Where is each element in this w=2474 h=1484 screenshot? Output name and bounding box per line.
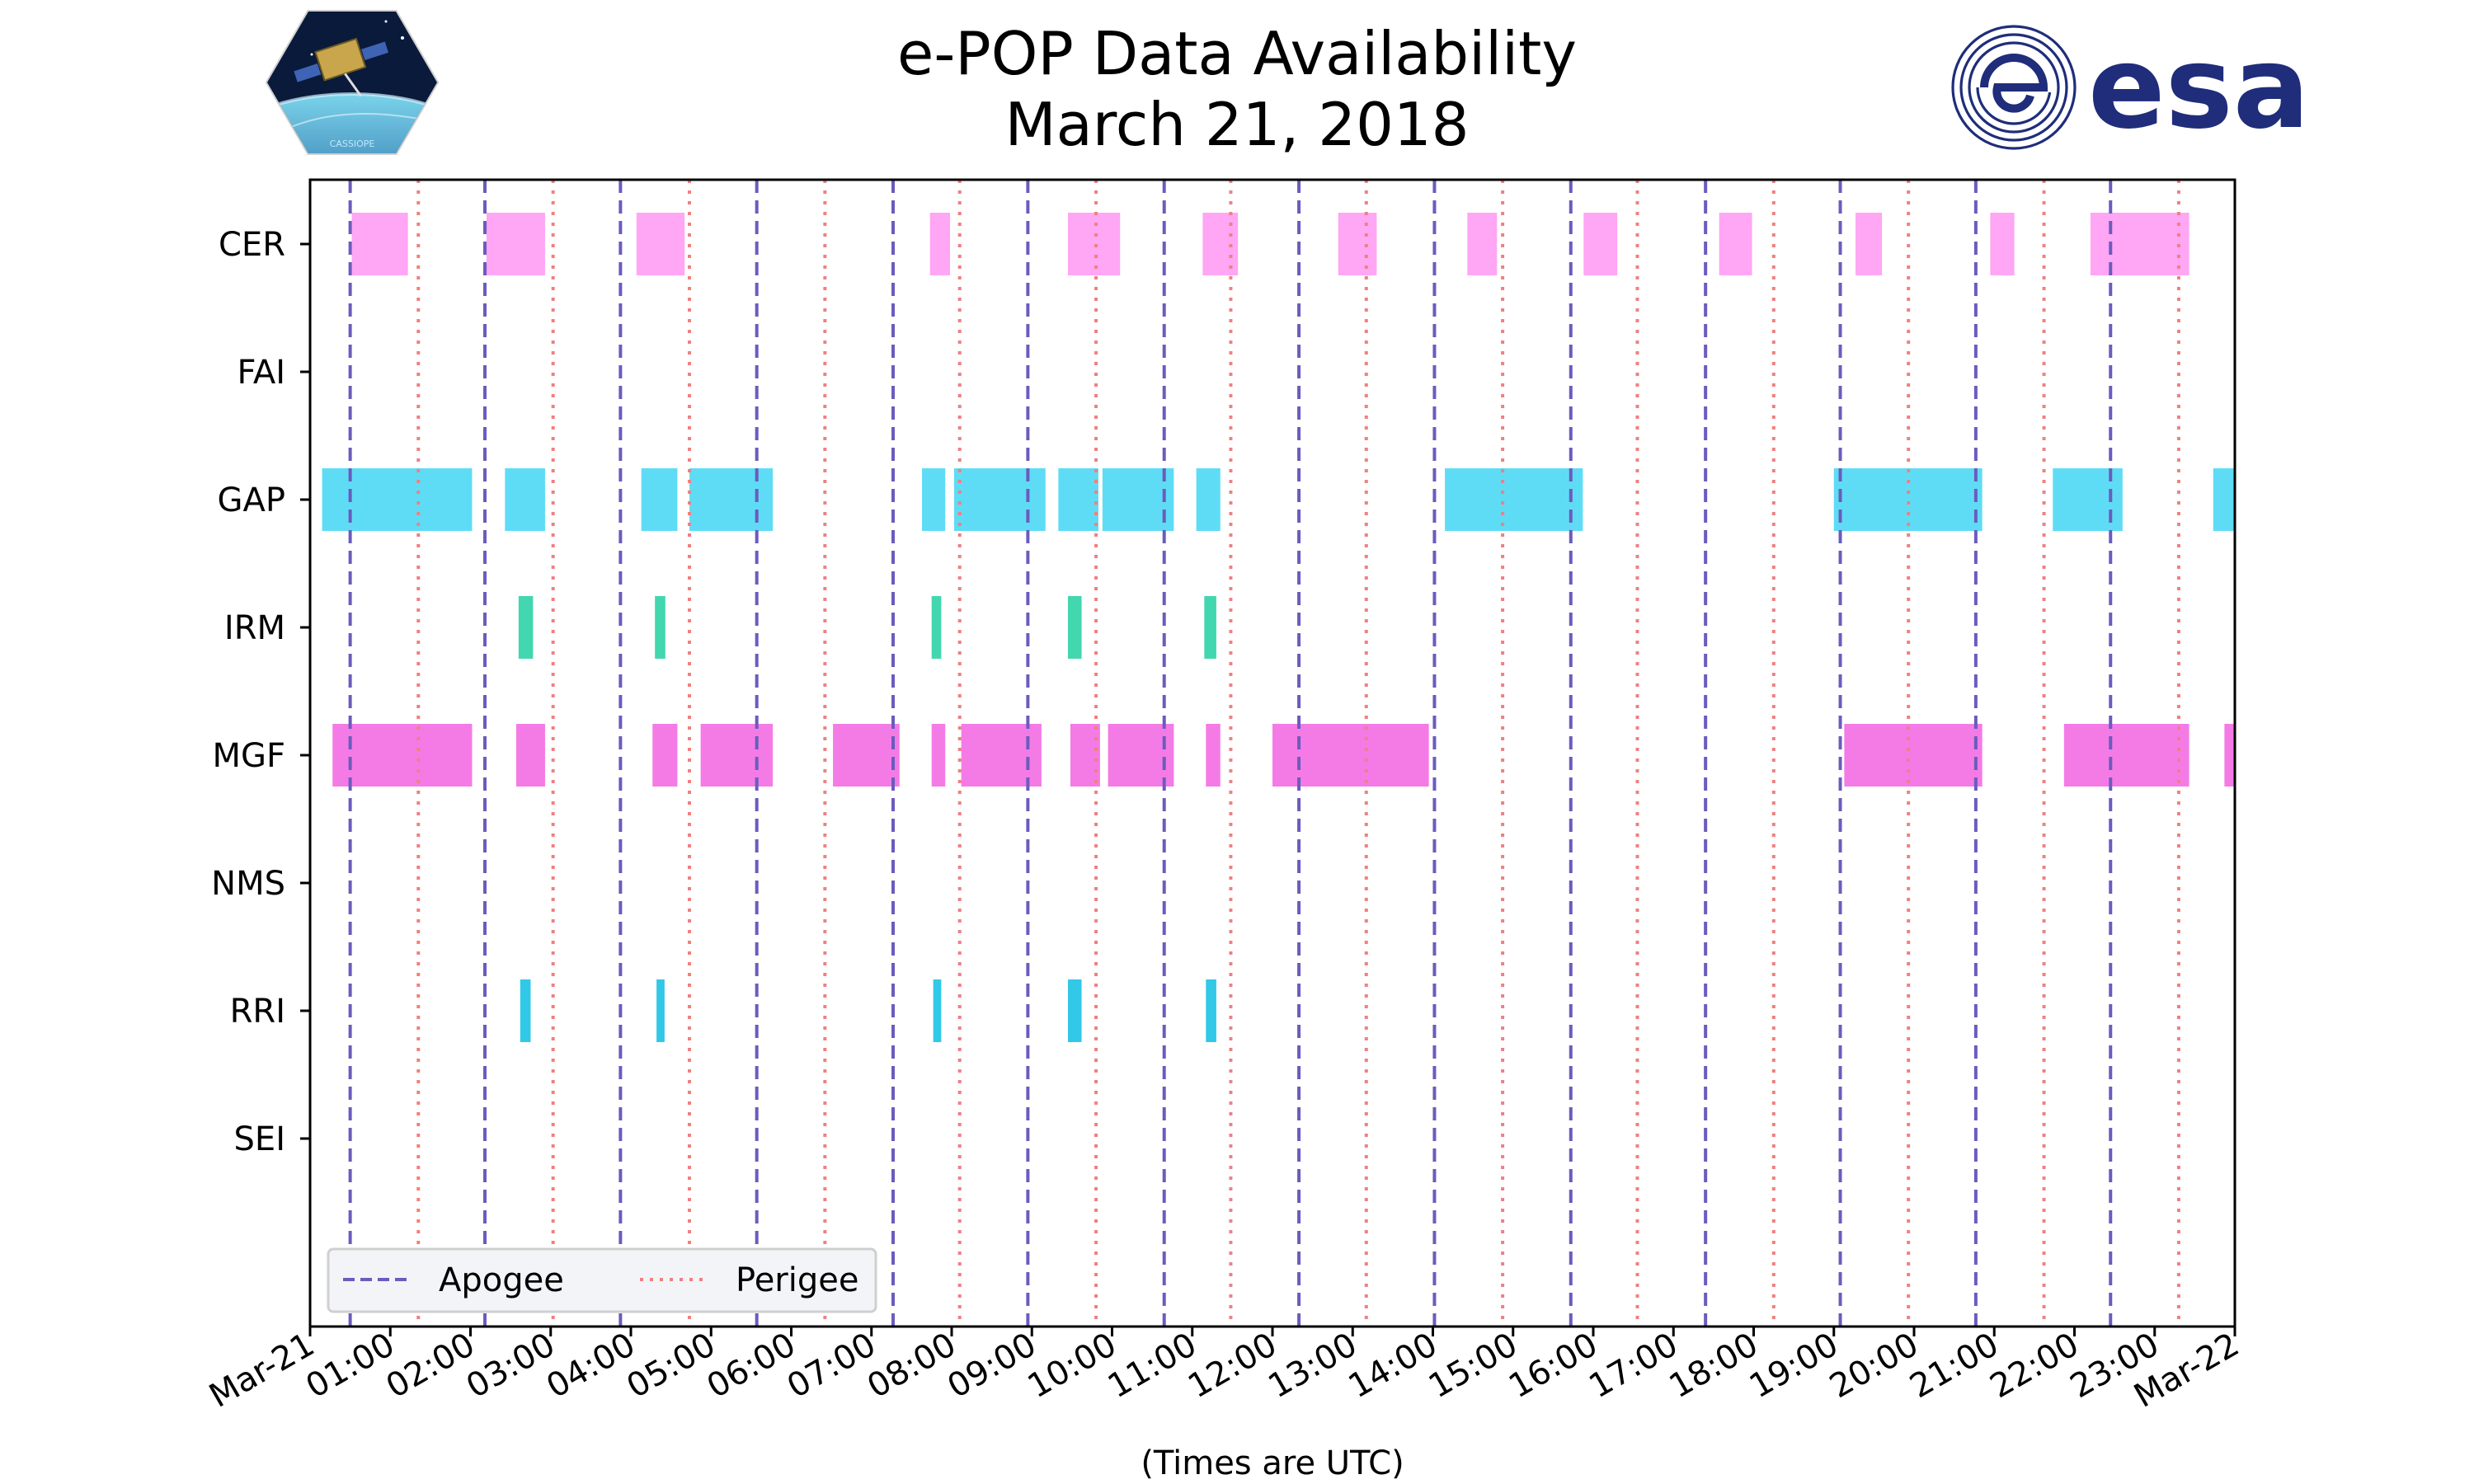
x-tick-label-17: 17:00	[1583, 1326, 1684, 1406]
bar-irm-4	[1204, 596, 1216, 659]
y-tick-label-cer: CER	[219, 226, 285, 264]
bar-mgf-8	[1108, 724, 1174, 787]
bar-mgf-2	[652, 724, 678, 787]
bar-gap-3	[689, 468, 774, 531]
x-tick-label-5: 05:00	[620, 1326, 722, 1406]
bar-mgf-1	[515, 724, 545, 787]
bar-cer-9	[1719, 213, 1752, 275]
x-tick-label-12: 12:00	[1182, 1326, 1283, 1406]
bar-irm-2	[931, 596, 942, 659]
x-tick-label-22: 22:00	[1984, 1326, 2086, 1406]
bar-mgf-9	[1206, 724, 1221, 787]
bar-gap-12	[2213, 468, 2235, 531]
x-tick-label-4: 04:00	[540, 1326, 642, 1406]
bar-cer-5	[1202, 213, 1239, 275]
bar-mgf-6	[961, 724, 1042, 787]
x-tick-label-14: 14:00	[1343, 1326, 1444, 1406]
bar-gap-4	[922, 468, 946, 531]
bar-rri-2	[933, 979, 942, 1042]
bar-cer-7	[1467, 213, 1498, 275]
apogee-legend-label: Apogee	[439, 1261, 564, 1299]
chart-subtitle: March 21, 2018	[1004, 90, 1470, 159]
x-tick-label-21: 21:00	[1903, 1326, 2005, 1406]
svg-text:esa: esa	[2088, 21, 2310, 153]
bar-cer-3	[929, 213, 951, 275]
y-tick-label-rri: RRI	[230, 993, 285, 1031]
esa-logo: esa	[1948, 21, 2311, 154]
bar-gap-2	[641, 468, 678, 531]
x-tick-label-1: 01:00	[299, 1326, 401, 1406]
x-tick-label-19: 19:00	[1743, 1326, 1845, 1406]
bar-cer-6	[1338, 213, 1377, 275]
x-tick-label-20: 20:00	[1823, 1326, 1925, 1406]
bar-cer-12	[2090, 213, 2189, 275]
bar-mgf-12	[2063, 724, 2189, 787]
y-tick-label-gap: GAP	[218, 481, 285, 519]
bar-irm-0	[518, 596, 534, 659]
bars-layer	[322, 213, 2235, 1042]
bar-irm-1	[655, 596, 666, 659]
bar-gap-10	[1833, 468, 1982, 531]
bar-cer-4	[1068, 213, 1121, 275]
bar-gap-8	[1196, 468, 1221, 531]
svg-text:CASSIOPE: CASSIOPE	[330, 139, 375, 149]
bar-gap-7	[1102, 468, 1174, 531]
bar-rri-1	[656, 979, 665, 1042]
y-tick-label-mgf: MGF	[212, 737, 285, 775]
x-tick-label-15: 15:00	[1423, 1326, 1524, 1406]
bar-rri-0	[520, 979, 531, 1042]
bar-cer-10	[1856, 213, 1883, 275]
legend-box	[327, 1247, 877, 1313]
bar-mgf-0	[332, 724, 473, 787]
x-tick-label-16: 16:00	[1503, 1326, 1604, 1406]
bar-rri-4	[1206, 979, 1216, 1042]
bar-gap-1	[505, 468, 545, 531]
perigee-legend-label: Perigee	[736, 1261, 858, 1299]
bar-cer-1	[486, 213, 545, 275]
x-tick-label-11: 11:00	[1102, 1326, 1203, 1406]
x-tick-label-6: 06:00	[701, 1326, 802, 1406]
bar-gap-5	[953, 468, 1046, 531]
bar-cer-0	[351, 213, 408, 275]
x-axis: Mar-2101:0002:0003:0004:0005:0006:0007:0…	[203, 1326, 2246, 1416]
y-tick-label-nms: NMS	[211, 865, 285, 903]
legend: Apogee Perigee	[327, 1247, 877, 1313]
y-tick-label-irm: IRM	[224, 609, 285, 647]
bar-gap-9	[1445, 468, 1583, 531]
bar-mgf-3	[700, 724, 774, 787]
x-tick-label-3: 03:00	[460, 1326, 562, 1406]
bar-cer-8	[1583, 213, 1618, 275]
bar-mgf-10	[1272, 724, 1429, 787]
lines-layer	[348, 180, 2180, 1327]
bar-gap-6	[1058, 468, 1098, 531]
bar-irm-3	[1068, 596, 1082, 659]
bar-cer-11	[1990, 213, 2015, 275]
bar-cer-2	[636, 213, 685, 275]
bar-mgf-4	[833, 724, 900, 787]
x-tick-label-10: 10:00	[1022, 1326, 1123, 1406]
x-tick-label-9: 09:00	[941, 1326, 1042, 1406]
x-tick-label-8: 08:00	[861, 1326, 962, 1406]
y-tick-label-fai: FAI	[238, 354, 286, 392]
x-tick-label-7: 07:00	[781, 1326, 882, 1406]
bar-mgf-11	[1844, 724, 1982, 787]
x-axis-label: (Times are UTC)	[1141, 1444, 1404, 1482]
x-tick-label-2: 02:00	[380, 1326, 482, 1406]
bar-mgf-13	[2224, 724, 2235, 787]
cassiope-satellite-logo: CASSIOPE	[262, 5, 442, 160]
y-axis: CER FAI GAP IRM MGF NMS RRI SEI	[211, 226, 310, 1158]
bar-mgf-5	[931, 724, 946, 787]
bar-rri-3	[1068, 979, 1082, 1042]
y-tick-label-sei: SEI	[234, 1120, 285, 1158]
bar-gap-0	[322, 468, 473, 531]
x-tick-label-18: 18:00	[1663, 1326, 1765, 1406]
bar-mgf-7	[1070, 724, 1100, 787]
x-tick-label-13: 13:00	[1262, 1326, 1363, 1406]
chart-title: e-POP Data Availability	[897, 19, 1577, 88]
